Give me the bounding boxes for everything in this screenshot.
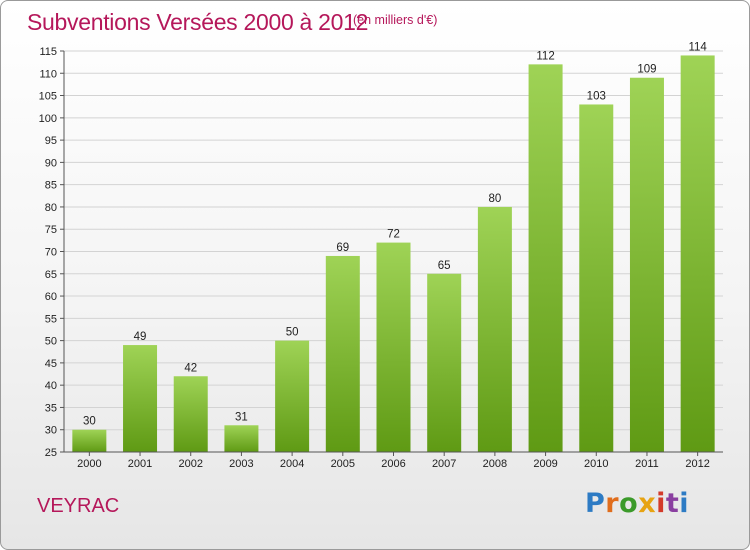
y-tick-label: 35 [45, 402, 57, 414]
bar [376, 242, 411, 452]
y-tick-label: 60 [45, 291, 57, 303]
y-tick-label: 45 [45, 358, 57, 370]
y-tick-label: 100 [39, 113, 57, 125]
bar-value-label: 30 [83, 416, 96, 428]
logo-letter: x [638, 488, 657, 519]
bar [72, 429, 107, 452]
bar-value-label: 80 [488, 193, 501, 205]
unit-note: (en milliers d'€) [353, 13, 438, 27]
x-tick-label: 2011 [635, 458, 659, 470]
x-tick-label: 2001 [128, 458, 152, 470]
proxiti-logo: Proxiti [585, 488, 689, 519]
bar [579, 104, 614, 452]
logo-letter: i [679, 488, 690, 519]
y-tick-label: 25 [45, 447, 57, 459]
bar-value-label: 42 [184, 362, 197, 374]
bar-value-label: 109 [637, 64, 656, 76]
x-tick-label: 2005 [331, 458, 355, 470]
logo-letter: r [605, 488, 620, 519]
bar [427, 273, 462, 452]
logo-letter: i [656, 488, 666, 519]
bar-value-label: 69 [336, 242, 349, 254]
bar-value-label: 50 [286, 327, 299, 339]
y-tick-label: 65 [45, 269, 57, 281]
logo-letter: P [585, 488, 606, 519]
x-tick-label: 2000 [77, 458, 101, 470]
bar-value-label: 65 [438, 260, 451, 272]
commune-name: VEYRAC [37, 495, 120, 517]
x-tick-label: 2002 [178, 458, 202, 470]
logo-letter: o [619, 488, 639, 519]
logo-letter: t [665, 488, 680, 519]
bar [629, 77, 664, 452]
x-tick-label: 2010 [584, 458, 608, 470]
y-tick-label: 95 [45, 135, 57, 147]
bar [275, 340, 310, 452]
bars-layer [72, 55, 715, 452]
y-tick-label: 55 [45, 313, 57, 325]
labels-layer: 25 30 35 40 45 50 55 60 65 70 75 80 85 90 95 100 105 110 1… [39, 41, 710, 470]
bar [325, 255, 360, 452]
bar-value-label: 49 [134, 331, 147, 343]
x-tick-label: 2004 [280, 458, 304, 470]
bar-value-label: 114 [688, 41, 707, 53]
y-tick-label: 105 [39, 91, 57, 103]
x-tick-label: 2006 [381, 458, 405, 470]
x-tick-label: 2003 [229, 458, 253, 470]
bar-value-label: 112 [536, 50, 554, 62]
y-tick-label: 70 [45, 247, 57, 259]
chart-title: Subventions Versées 2000 à 2012 [27, 9, 369, 35]
bar [224, 425, 259, 452]
axis-layer [60, 50, 723, 456]
bar [680, 55, 715, 452]
bar [173, 376, 208, 452]
y-tick-label: 75 [45, 224, 57, 236]
y-tick-label: 40 [45, 380, 57, 392]
x-tick-label: 2007 [432, 458, 456, 470]
y-tick-label: 30 [45, 425, 57, 437]
y-tick-label: 80 [45, 202, 57, 214]
y-tick-label: 110 [39, 68, 57, 80]
x-tick-label: 2012 [685, 458, 709, 470]
x-tick-label: 2009 [533, 458, 557, 470]
bar [477, 206, 512, 452]
y-tick-label: 50 [45, 336, 57, 348]
bar-value-label: 72 [387, 229, 400, 241]
bar-value-label: 103 [587, 90, 606, 102]
y-tick-label: 90 [45, 157, 57, 169]
bar [528, 64, 563, 452]
y-tick-label: 85 [45, 180, 57, 192]
bar [123, 345, 158, 452]
y-tick-label: 115 [39, 46, 57, 58]
x-tick-label: 2008 [483, 458, 507, 470]
bar-value-label: 31 [235, 411, 248, 423]
